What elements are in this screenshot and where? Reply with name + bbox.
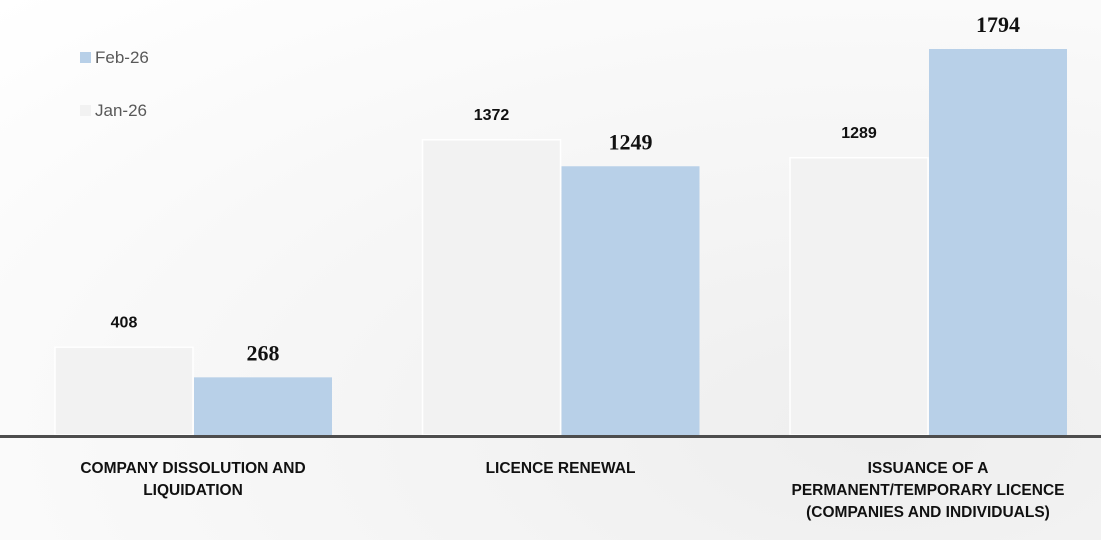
bar [194,377,332,435]
data-label: 408 [111,314,138,331]
legend-label: Feb-26 [95,48,149,67]
bar [54,346,194,436]
bar [789,156,929,436]
legend-swatch [80,105,91,116]
legend-entry: Feb-26 [80,48,149,68]
bar [929,49,1067,435]
legend-swatch [80,52,91,63]
data-label: 268 [247,340,280,365]
bar [421,139,562,436]
legend-label: Jan-26 [95,101,147,120]
data-label: 1289 [841,125,877,142]
category-label: COMPANY DISSOLUTION AND LIQUIDATION [80,460,306,499]
data-label: 1249 [609,129,653,154]
data-label: 1372 [474,107,510,124]
legend-entry: Jan-26 [80,101,147,121]
bar [561,166,700,435]
data-label: 1794 [976,12,1020,37]
category-label: LICENCE RENEWAL [485,460,636,477]
category-label: ISSUANCE OF A PERMANENT/TEMPORARY LICENC… [791,460,1065,521]
